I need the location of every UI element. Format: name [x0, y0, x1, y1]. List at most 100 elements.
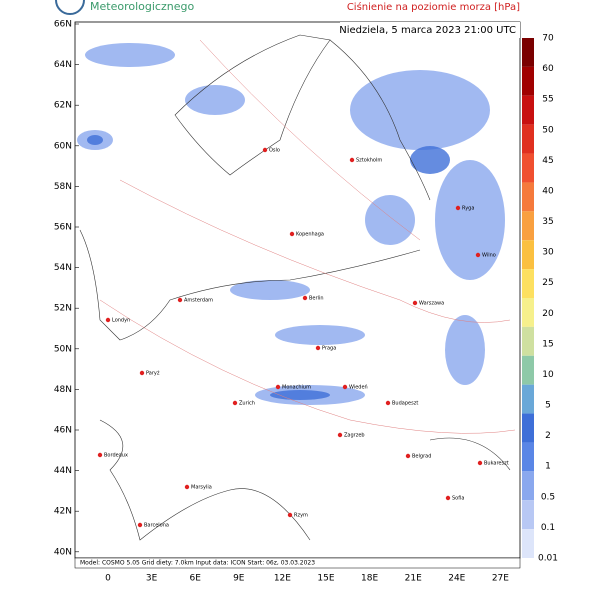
- colorbar-swatch: [522, 95, 534, 125]
- lat-label: 60N: [54, 141, 72, 151]
- lat-label: 44N: [54, 466, 72, 476]
- colorbar-swatch: [522, 298, 534, 327]
- city-dot: [97, 452, 103, 458]
- logo: [55, 0, 85, 15]
- colorbar-label: 55: [542, 95, 553, 105]
- city-dot: [315, 345, 321, 351]
- city-label: Budapeszt: [392, 401, 418, 407]
- city-dot: [275, 384, 281, 390]
- colorbar-swatch: [522, 153, 534, 183]
- colorbar-swatch: [522, 66, 534, 96]
- city-dot: [475, 252, 481, 258]
- lat-label: 56N: [54, 223, 72, 233]
- city-label: Oslo: [269, 148, 280, 154]
- city-label: Monachium: [282, 385, 311, 391]
- city-label: Berlin: [309, 296, 324, 302]
- city-dot: [337, 432, 343, 438]
- footer: Model: COSMO 5.05 Grid diety: 7.0km Inpu…: [80, 560, 315, 567]
- colorbar-swatch: [522, 355, 534, 385]
- lat-label: 50N: [54, 344, 72, 354]
- date: Niedziela, 5 marca 2023 21:00 UTC: [339, 25, 516, 36]
- city-dot: [287, 512, 293, 518]
- colorbar-label: 25: [542, 278, 553, 288]
- colorbar-label: 0.01: [538, 554, 558, 564]
- colorbar-swatch: [522, 38, 534, 67]
- lat-label: 46N: [54, 426, 72, 436]
- colorbar-label: 35: [542, 217, 553, 227]
- city-dot: [477, 460, 483, 466]
- city-label: Ryga: [462, 206, 474, 212]
- lon-label: 27E: [492, 574, 509, 584]
- lon-label: 3E: [146, 574, 158, 584]
- city-dot: [412, 300, 418, 306]
- colorbar-swatch: [522, 529, 534, 558]
- colorbar-swatch: [522, 326, 534, 356]
- lat-label: 52N: [54, 304, 72, 314]
- lon-label: 15E: [317, 574, 334, 584]
- city-label: Bukareszt: [484, 461, 509, 467]
- colorbar-label: 30: [542, 248, 554, 258]
- colorbar-label: 0.1: [541, 523, 555, 533]
- colorbar-label: 50: [542, 125, 554, 135]
- city-label: Marsylia: [191, 485, 212, 491]
- city-label: Paryż: [146, 371, 160, 377]
- colorbar-label: 70: [542, 34, 554, 44]
- city-dot: [455, 205, 461, 211]
- lat-label: 40N: [54, 547, 72, 557]
- colorbar-label: 1: [545, 462, 551, 472]
- city-dot: [302, 295, 308, 301]
- city-dot: [105, 317, 111, 323]
- city-label: Kopenhaga: [296, 232, 324, 238]
- colorbar-label: 15: [542, 339, 553, 349]
- colorbar-swatch: [522, 500, 534, 530]
- precip: [77, 43, 505, 405]
- city-label: Belgrad: [412, 454, 431, 460]
- lon-label: 21E: [405, 574, 422, 584]
- city-dot: [342, 384, 348, 390]
- colorbar-swatch: [522, 211, 534, 241]
- city-dot: [184, 484, 190, 490]
- city-dot: [385, 400, 391, 406]
- lat-label: 54N: [54, 263, 72, 273]
- date-box: [340, 22, 520, 38]
- colorbar-swatch: [522, 471, 534, 501]
- coastline: [79, 34, 511, 541]
- colorbar-label: 5: [545, 401, 551, 411]
- colorbar-swatch: [522, 124, 534, 154]
- city-label: Sztokholm: [356, 158, 382, 164]
- colorbar-swatch: [522, 182, 534, 212]
- institute: Meteorologicznego: [90, 0, 194, 13]
- city-label: Sofia: [452, 496, 464, 502]
- lat-label: 42N: [54, 507, 72, 517]
- isobars: [99, 39, 516, 434]
- lon-label: 9E: [233, 574, 245, 584]
- colorbar-label: 10: [542, 370, 554, 380]
- footer-box: [74, 557, 521, 569]
- lat-label: 64N: [54, 60, 72, 70]
- lat-label: 58N: [54, 182, 72, 192]
- city-label: Rzym: [294, 513, 308, 519]
- lon-label: 6E: [189, 574, 201, 584]
- colorbar-swatch: [522, 413, 534, 443]
- colorbar-label: 2: [545, 431, 551, 441]
- city-dot: [405, 453, 411, 459]
- colorbar-swatch: [522, 442, 534, 472]
- city-label: Barcelona: [144, 523, 169, 529]
- lon-label: 24E: [448, 574, 465, 584]
- colorbar-label: 45: [542, 156, 553, 166]
- lat-label: 62N: [54, 101, 72, 111]
- lat-label: 66N: [54, 20, 72, 30]
- city-label: Praga: [322, 346, 336, 352]
- lon-label: 0: [105, 574, 111, 584]
- city-dot: [262, 147, 268, 153]
- city-dot: [139, 370, 145, 376]
- city-label: Wiedeń: [349, 384, 368, 391]
- city-dot: [232, 400, 238, 406]
- colorbar-swatch: [522, 240, 534, 270]
- colorbar-label: 60: [542, 64, 554, 74]
- colorbar-swatch: [522, 269, 534, 298]
- city-dot: [349, 157, 355, 163]
- lon-label: 12E: [274, 574, 291, 584]
- colorbar-label: 20: [542, 309, 554, 319]
